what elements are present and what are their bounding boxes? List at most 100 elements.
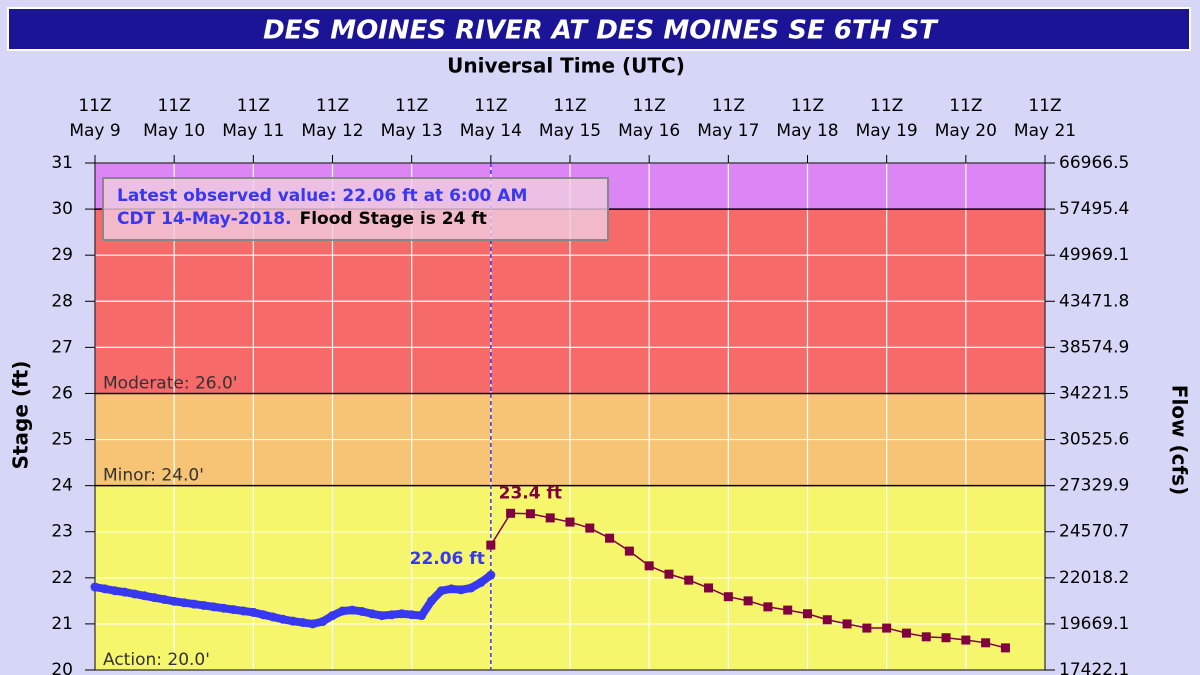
info-text: Latest observed value: 22.06 ft at 6:00 …	[117, 186, 527, 206]
x-tick-label: May 16	[618, 121, 680, 141]
y-tick-label: 29	[51, 245, 73, 265]
x-tick-label: May 11	[222, 121, 284, 141]
forecast-point	[882, 623, 892, 633]
observed-point	[486, 570, 496, 580]
forecast-point	[743, 596, 753, 606]
observed-point	[456, 585, 466, 595]
observed-point	[100, 584, 110, 594]
observed-point	[298, 618, 308, 628]
info-text-date: CDT 14-May-2018.	[117, 209, 292, 229]
y2-tick-label: 38574.9	[1059, 337, 1129, 357]
forecast-point	[783, 605, 793, 615]
stage-band-label: Moderate: 26.0'	[103, 373, 238, 393]
observed-point	[466, 583, 476, 593]
forecast-point	[605, 533, 615, 543]
observed-point	[377, 611, 387, 621]
x-tick-time: 11Z	[158, 96, 191, 116]
observed-point	[436, 586, 446, 596]
observed-point	[337, 606, 347, 616]
chart-title: DES MOINES RIVER AT DES MOINES SE 6TH ST	[263, 16, 939, 46]
observed-point	[199, 600, 209, 610]
observed-point	[387, 610, 397, 620]
x-tick-label: May 12	[301, 121, 363, 141]
y-tick-label: 25	[51, 430, 73, 450]
x-tick-time: 11Z	[78, 96, 111, 116]
x-tick-label: May 9	[69, 121, 120, 141]
observed-point	[328, 611, 337, 621]
observed-point	[139, 591, 149, 601]
y2-tick-label: 43471.8	[1059, 291, 1129, 311]
forecast-point	[941, 633, 951, 643]
forecast-point	[506, 508, 516, 518]
x-tick-time: 11Z	[1028, 96, 1061, 116]
observed-point	[308, 619, 318, 629]
forecast-point	[624, 546, 634, 556]
y-tick-label: 20	[51, 660, 73, 675]
observed-point	[407, 610, 417, 620]
x-tick-label: May 15	[539, 121, 601, 141]
observed-point	[120, 587, 130, 597]
forecast-point	[803, 609, 812, 619]
forecast-point	[545, 513, 555, 523]
x-tick-label: May 19	[856, 121, 918, 141]
observed-point	[347, 605, 357, 615]
forecast-point	[921, 632, 931, 642]
observed-point	[159, 594, 169, 604]
x-tick-time: 11Z	[553, 96, 586, 116]
forecast-point	[486, 540, 496, 550]
observed-point	[110, 586, 120, 596]
observed-point	[258, 610, 268, 620]
observed-point	[318, 617, 328, 627]
y2-tick-label: 57495.4	[1059, 199, 1129, 219]
forecast-point	[664, 569, 674, 579]
y2-tick-label: 17422.1	[1059, 660, 1129, 675]
x-tick-time: 11Z	[316, 96, 349, 116]
observed-point	[169, 596, 179, 606]
y2-tick-label: 66966.5	[1059, 153, 1129, 173]
plot-area: Action: 20.0' Minor: 24.0' Moderate: 26.0'…	[51, 96, 1129, 675]
forecast-point	[822, 615, 832, 625]
y2-tick-label: 19669.1	[1059, 614, 1129, 634]
x-axis-label: Universal Time (UTC)	[447, 54, 685, 78]
x-tick-label: May 21	[1014, 121, 1076, 141]
forecast-point	[723, 592, 733, 602]
observed-point	[179, 598, 189, 608]
y-axis-label: Stage (ft)	[9, 361, 33, 470]
forecast-point	[704, 583, 714, 593]
y2-tick-label: 49969.1	[1059, 245, 1129, 265]
observed-point	[248, 607, 258, 617]
forecast-point	[862, 623, 872, 633]
forecast-point	[981, 638, 991, 648]
y2-tick-label: 22018.2	[1059, 568, 1129, 588]
x-tick-label: May 17	[697, 121, 759, 141]
x-tick-label: May 10	[143, 121, 205, 141]
x-tick-label: May 18	[776, 121, 838, 141]
observed-point	[149, 593, 159, 603]
observed-point	[130, 589, 140, 599]
x-tick-time: 11Z	[633, 96, 666, 116]
y2-tick-label: 30525.6	[1059, 430, 1129, 450]
info-text-flood-stage: Flood Stage is 24 ft	[300, 209, 487, 229]
stage-band-label: Minor: 24.0'	[103, 466, 204, 486]
observed-point	[426, 596, 436, 606]
x-tick-time: 11Z	[712, 96, 745, 116]
annotation: 23.4 ft	[499, 483, 562, 503]
y-tick-label: 21	[51, 614, 73, 634]
forecast-point	[644, 561, 654, 571]
observed-point	[446, 584, 456, 594]
annotation: 22.06 ft	[410, 549, 485, 569]
observed-point	[219, 603, 229, 613]
x-tick-time: 11Z	[474, 96, 507, 116]
observed-point	[189, 599, 199, 609]
y2-tick-label: 34221.5	[1059, 383, 1129, 403]
observed-point	[397, 609, 407, 619]
observed-point	[268, 612, 278, 622]
observed-point	[367, 609, 377, 619]
y-tick-label: 22	[51, 568, 73, 588]
x-tick-time: 11Z	[791, 96, 824, 116]
y-tick-label: 27	[51, 337, 73, 357]
forecast-point	[842, 619, 852, 629]
x-tick-label: May 13	[381, 121, 443, 141]
forecast-point	[901, 628, 911, 638]
forecast-point	[1000, 643, 1010, 653]
